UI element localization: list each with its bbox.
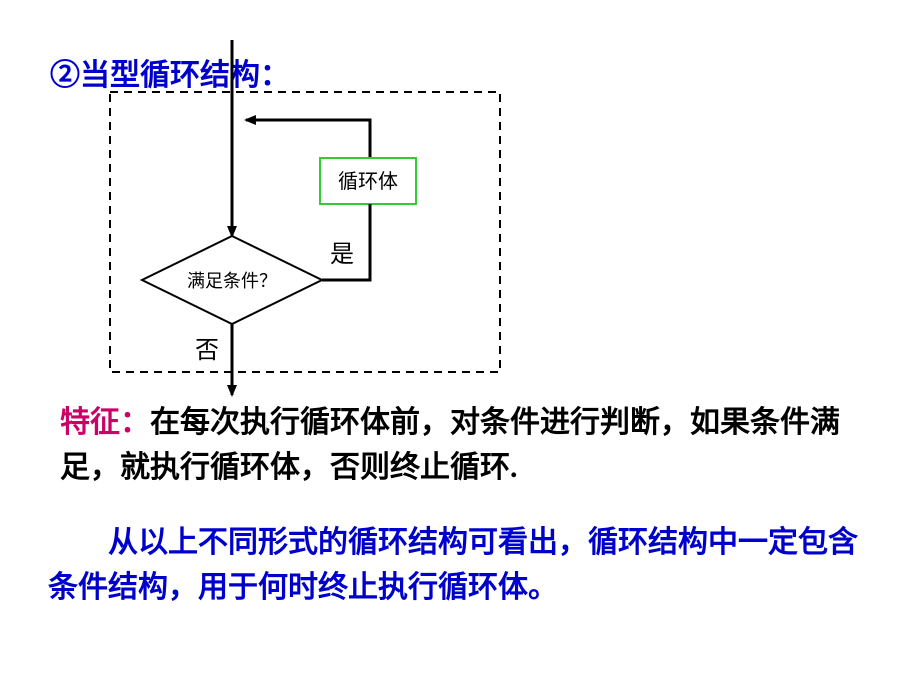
no-label: 否 (195, 338, 219, 364)
dashed-container (110, 92, 500, 372)
summary-paragraph: 从以上不同形式的循环结构可看出，循环结构中一定包含条件结构，用于何时终止执行循环… (48, 520, 878, 610)
loop-body-label: 循环体 (338, 170, 398, 193)
yes-label: 是 (330, 242, 354, 268)
flowchart: 循环体 满足条件？ 是 否 (0, 0, 560, 400)
feature-label: 特征： (60, 406, 150, 439)
feature-paragraph: 特征：在每次执行循环体前，对条件进行判断，如果条件满足，就执行循环体，否则终止循… (60, 400, 880, 490)
loop-back-path (246, 120, 370, 158)
decision-label: 满足条件？ (187, 271, 277, 291)
feature-body: 在每次执行循环体前，对条件进行判断，如果条件满足，就执行循环体，否则终止循环. (60, 406, 840, 484)
